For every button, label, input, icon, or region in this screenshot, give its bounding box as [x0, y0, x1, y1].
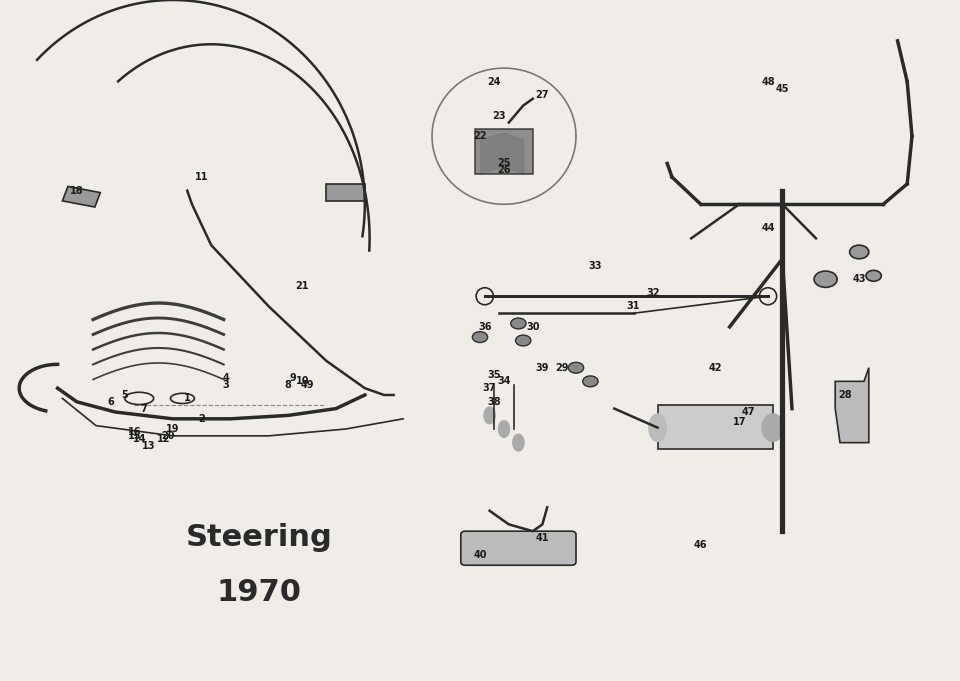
Text: 28: 28	[838, 390, 852, 400]
Text: 34: 34	[497, 377, 511, 386]
Text: 7: 7	[140, 404, 148, 413]
Text: 29: 29	[555, 363, 568, 373]
Text: 18: 18	[70, 186, 84, 195]
Ellipse shape	[498, 420, 510, 438]
Circle shape	[850, 245, 869, 259]
Circle shape	[568, 362, 584, 373]
Text: 6: 6	[107, 397, 114, 407]
Text: 31: 31	[627, 302, 640, 311]
Circle shape	[516, 335, 531, 346]
Text: 44: 44	[761, 223, 775, 233]
Text: 8: 8	[284, 380, 292, 390]
Circle shape	[814, 271, 837, 287]
Text: 38: 38	[488, 397, 501, 407]
Text: 43: 43	[852, 274, 866, 284]
Text: 47: 47	[742, 407, 756, 417]
Text: 37: 37	[483, 383, 496, 393]
Text: 12: 12	[156, 434, 170, 444]
Text: 46: 46	[694, 540, 708, 550]
Text: 1: 1	[183, 394, 191, 403]
Text: 39: 39	[536, 363, 549, 373]
Text: 26: 26	[497, 165, 511, 175]
Text: 4: 4	[222, 373, 229, 383]
Text: 5: 5	[121, 390, 129, 400]
Text: 42: 42	[708, 363, 722, 373]
Text: 9: 9	[289, 373, 297, 383]
Text: 32: 32	[646, 288, 660, 298]
Text: 41: 41	[536, 533, 549, 543]
Text: 2: 2	[198, 414, 205, 424]
Text: 3: 3	[222, 380, 229, 390]
Text: 13: 13	[142, 441, 156, 451]
Text: 19: 19	[166, 424, 180, 434]
Ellipse shape	[762, 414, 783, 441]
Text: 49: 49	[300, 380, 314, 390]
Text: 24: 24	[488, 77, 501, 86]
FancyBboxPatch shape	[461, 531, 576, 565]
Text: 40: 40	[473, 550, 487, 560]
Text: 1970: 1970	[217, 578, 301, 607]
Text: 14: 14	[132, 434, 146, 444]
Bar	[475, 129, 533, 174]
Ellipse shape	[649, 414, 666, 441]
Text: 22: 22	[473, 131, 487, 141]
Text: 33: 33	[588, 261, 602, 270]
Text: 15: 15	[128, 431, 141, 441]
Ellipse shape	[513, 434, 524, 451]
Text: 25: 25	[497, 159, 511, 168]
Text: 16: 16	[128, 428, 141, 437]
Circle shape	[583, 376, 598, 387]
Text: 23: 23	[492, 111, 506, 121]
Polygon shape	[835, 368, 869, 443]
Text: 35: 35	[488, 370, 501, 379]
Text: 11: 11	[195, 172, 208, 182]
Text: 21: 21	[296, 281, 309, 291]
Bar	[62, 187, 101, 207]
Bar	[658, 405, 773, 449]
Circle shape	[866, 270, 881, 281]
Bar	[326, 184, 365, 201]
Text: 17: 17	[732, 417, 746, 427]
Text: 48: 48	[761, 77, 775, 86]
Text: 30: 30	[526, 322, 540, 332]
Text: 27: 27	[536, 91, 549, 100]
Circle shape	[511, 318, 526, 329]
Text: 36: 36	[478, 322, 492, 332]
Text: 45: 45	[776, 84, 789, 93]
Text: 20: 20	[161, 431, 175, 441]
Circle shape	[472, 332, 488, 343]
Text: 10: 10	[296, 377, 309, 386]
Ellipse shape	[484, 407, 495, 424]
Text: Steering: Steering	[186, 524, 332, 552]
